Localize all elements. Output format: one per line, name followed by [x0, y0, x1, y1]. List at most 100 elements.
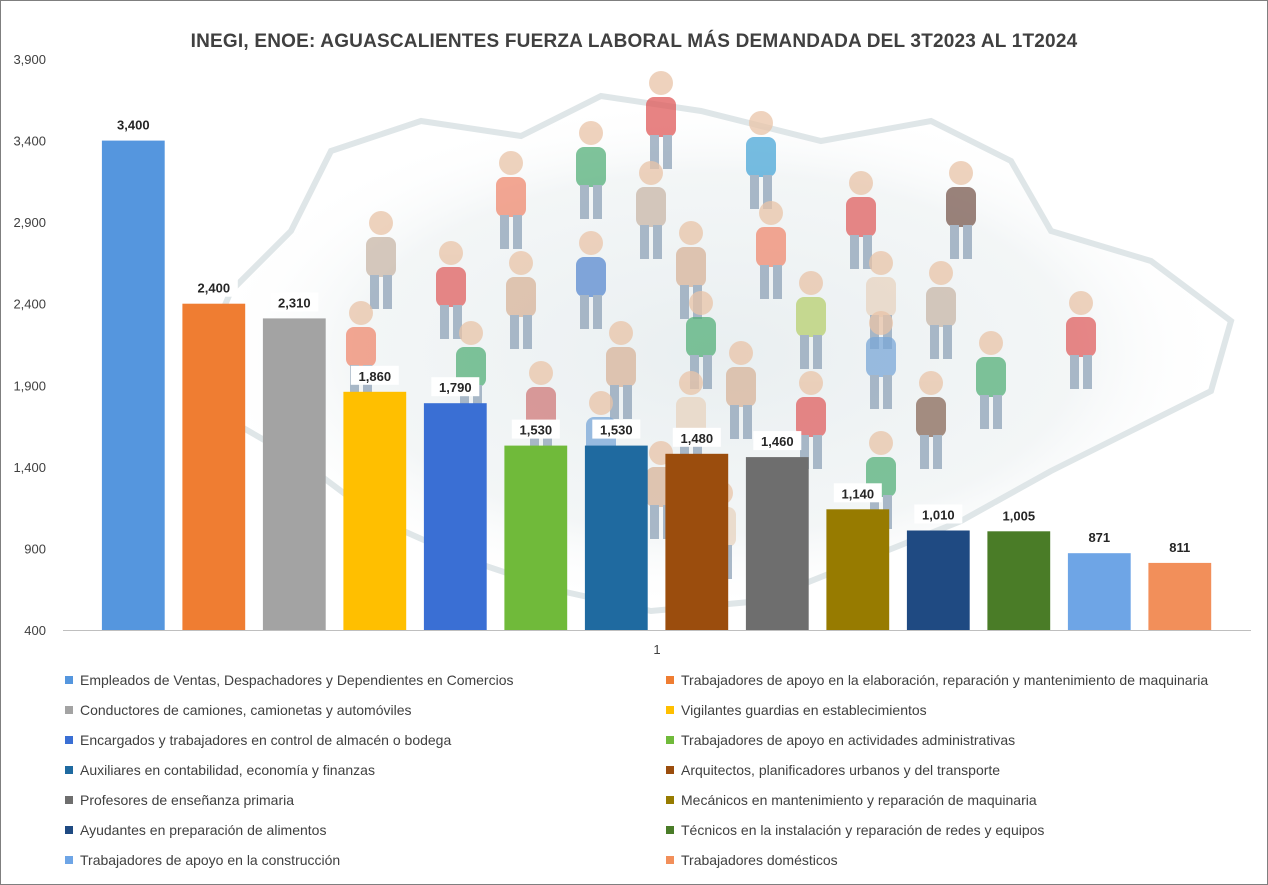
person-figure: [796, 371, 826, 469]
person-figure: [496, 151, 526, 249]
x-tick-label: 1: [653, 642, 660, 657]
bars: [101, 140, 1212, 630]
data-label-background: [109, 114, 158, 134]
y-axis: 400 900 1,400 1,900 2,400 2,900 3,400 3,900: [13, 52, 46, 638]
legend-item: Encargados y trabajadores en control de …: [65, 725, 513, 755]
legend-item: Arquitectos, planificadores urbanos y de…: [666, 755, 1208, 785]
person-figure: [456, 321, 486, 419]
data-label: 1,480: [681, 431, 714, 446]
legend-left-column: Empleados de Ventas, Despachadores y Dep…: [65, 665, 513, 875]
data-label: 1,530: [520, 423, 553, 438]
bar: [504, 445, 568, 630]
person-figure: [576, 121, 606, 219]
legend-swatch: [666, 856, 674, 864]
data-label: 1,860: [359, 369, 392, 384]
data-label-background: [1163, 536, 1196, 556]
legend-label: Auxiliares en contabilidad, economía y f…: [80, 762, 375, 778]
legend-item: Mecánicos en mantenimiento y reparación …: [666, 785, 1208, 815]
legend-item: Técnicos en la instalación y reparación …: [666, 815, 1208, 845]
person-figure: [1066, 291, 1096, 389]
data-label: 1,530: [600, 423, 633, 438]
person-figure: [726, 341, 756, 439]
y-tick-label: 3,400: [13, 134, 46, 149]
person-figure: [606, 321, 636, 419]
person-figure: [926, 261, 956, 359]
legend-swatch: [65, 826, 73, 834]
data-label-background: [1083, 527, 1116, 547]
person-figure: [846, 171, 876, 269]
legend-swatch: [65, 766, 73, 774]
legend-swatch: [666, 766, 674, 774]
legend-item: Empleados de Ventas, Despachadores y Dep…: [65, 665, 513, 695]
bar: [665, 453, 729, 630]
person-figure: [506, 251, 536, 349]
bar: [584, 445, 648, 630]
data-label-background: [914, 504, 963, 524]
data-labels: 3,400 2,400 2,310 1,860 1,790 1,530 1,530 1,480…: [109, 114, 1196, 556]
y-tick-label: 2,900: [13, 215, 46, 230]
legend-item: Conductores de camiones, camionetas y au…: [65, 695, 513, 725]
data-label-background: [189, 277, 238, 297]
legend-item: Ayudantes en preparación de alimentos: [65, 815, 513, 845]
legend-item: Trabajadores de apoyo en actividades adm…: [666, 725, 1208, 755]
data-label: 2,310: [278, 295, 311, 310]
legend-label: Técnicos en la instalación y reparación …: [681, 822, 1045, 838]
legend-item: Trabajadores domésticos: [666, 845, 1208, 875]
legend-label: Trabajadores de apoyo en la elaboración,…: [681, 672, 1209, 688]
legend-label: Trabajadores de apoyo en actividades adm…: [681, 732, 1016, 748]
legend-label: Encargados y trabajadores en control de …: [80, 732, 452, 748]
legend-swatch: [666, 706, 674, 714]
person-figure: [576, 231, 606, 329]
data-label: 3,400: [117, 118, 150, 133]
legend-swatch: [666, 826, 674, 834]
legend-swatch: [666, 736, 674, 744]
legend-swatch: [65, 856, 73, 864]
person-figure: [756, 201, 786, 299]
data-label: 1,460: [761, 434, 794, 449]
bar: [182, 303, 246, 630]
y-tick-label: 400: [24, 623, 46, 638]
bar: [826, 509, 890, 630]
person-figure: [946, 161, 976, 259]
bar: [745, 457, 809, 630]
data-label-background: [511, 419, 560, 439]
legend-item: Trabajadores de apoyo en la construcción: [65, 845, 513, 875]
bar: [1148, 562, 1212, 630]
person-figure: [746, 111, 776, 209]
legend-swatch: [65, 796, 73, 804]
legend-swatch: [65, 676, 73, 684]
legend-label: Vigilantes guardias en establecimientos: [681, 702, 927, 718]
data-label: 1,790: [439, 380, 472, 395]
person-figure: [646, 71, 676, 169]
legend-label: Arquitectos, planificadores urbanos y de…: [681, 762, 1001, 778]
data-label: 871: [1088, 530, 1110, 545]
data-label-background: [592, 419, 641, 439]
person-figure: [976, 331, 1006, 429]
person-figure: [636, 161, 666, 259]
legend-right-column: Trabajadores de apoyo en la elaboración,…: [666, 665, 1208, 875]
y-tick-label: 3,900: [13, 52, 46, 67]
bar: [1067, 553, 1131, 630]
legend-item: Vigilantes guardias en establecimientos: [666, 695, 1208, 725]
bar: [343, 391, 407, 630]
person-figure: [526, 361, 556, 459]
person-figure: [366, 211, 396, 309]
data-label-background: [431, 377, 480, 397]
data-label-background: [672, 427, 721, 447]
bar: [262, 318, 326, 630]
legend-item: Trabajadores de apoyo en la elaboración,…: [666, 665, 1208, 695]
data-label: 2,400: [198, 281, 231, 296]
data-label-background: [270, 292, 319, 312]
legend-item: Profesores de enseñanza primaria: [65, 785, 513, 815]
legend-label: Mecánicos en mantenimiento y reparación …: [681, 792, 1037, 808]
data-label-background: [994, 505, 1043, 525]
chart-title: INEGI, ENOE: AGUASCALIENTES FUERZA LABOR…: [190, 31, 1078, 52]
bar: [906, 530, 970, 630]
data-label-background: [753, 431, 802, 451]
data-label-background: [350, 365, 399, 385]
y-tick-label: 1,900: [13, 378, 46, 393]
legend-label: Empleados de Ventas, Despachadores y Dep…: [80, 672, 514, 688]
y-tick-label: 2,400: [13, 297, 46, 312]
y-tick-label: 900: [24, 541, 46, 556]
